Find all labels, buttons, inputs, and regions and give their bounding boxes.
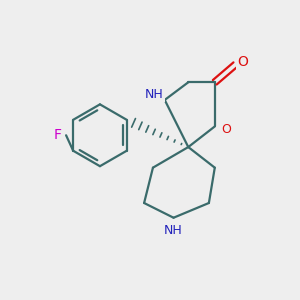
Text: NH: NH xyxy=(145,88,164,100)
Text: O: O xyxy=(237,55,248,69)
Text: F: F xyxy=(53,128,61,142)
Text: O: O xyxy=(222,123,232,136)
Text: NH: NH xyxy=(164,224,183,237)
